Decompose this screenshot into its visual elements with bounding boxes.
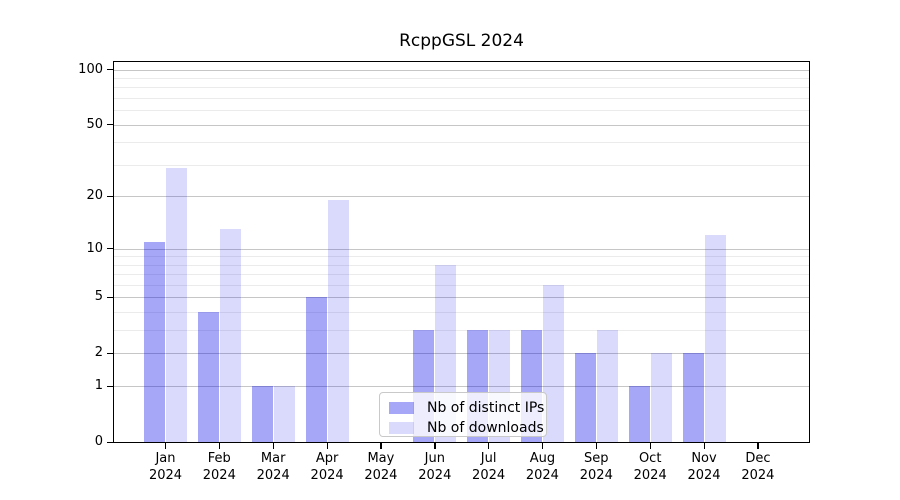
bar-ips-sep (574, 353, 596, 442)
legend-label-downloads: Nb of downloads (427, 420, 544, 436)
y-tick-2 (107, 352, 114, 355)
y-tick-label-10: 10 (86, 240, 103, 256)
x-tick-feb (218, 442, 221, 449)
y-tick-50 (107, 124, 114, 126)
x-tick-aug (541, 442, 544, 449)
minor-gridline-70 (114, 98, 809, 99)
x-tick-label-apr: Apr 2024 (310, 451, 344, 483)
y-tick-label-2: 2 (94, 345, 103, 361)
x-tick-label-sep: Sep 2024 (579, 451, 613, 483)
minor-gridline-3 (114, 330, 809, 332)
x-tick-label-oct: Oct 2024 (633, 451, 667, 483)
major-gridline-10 (114, 248, 809, 250)
x-tick-label-nov: Nov 2024 (687, 451, 721, 483)
minor-gridline-9 (114, 256, 809, 258)
legend-item-downloads: Nb of downloads (389, 418, 546, 438)
legend-swatch-downloads (389, 422, 414, 434)
x-tick-nov (703, 442, 705, 449)
y-tick-label-20: 20 (86, 188, 103, 204)
bar-downloads-sep (596, 330, 618, 442)
bar-ips-apr (305, 297, 327, 442)
bar-downloads-nov (704, 235, 726, 442)
legend-swatch-distinct-ips (389, 402, 414, 414)
y-tick-20 (107, 195, 114, 198)
bar-downloads-mar (273, 386, 295, 442)
x-tick-jan (165, 442, 167, 449)
major-gridline-20 (114, 196, 809, 198)
y-tick-label-0: 0 (94, 434, 103, 449)
minor-gridline-90 (114, 78, 809, 79)
minor-gridline-7 (114, 274, 809, 276)
chart-title: RcppGSL 2024 (399, 31, 524, 51)
minor-gridline-60 (114, 110, 809, 112)
x-tick-label-jan: Jan 2024 (148, 451, 183, 483)
bar-downloads-jan (166, 167, 187, 442)
y-tick-label-5: 5 (94, 289, 103, 305)
major-gridline-1 (114, 386, 809, 388)
bar-ips-nov (682, 353, 704, 442)
bar-ips-oct (628, 386, 650, 442)
x-tick-label-aug: Aug 2024 (525, 451, 559, 483)
bar-downloads-apr (327, 200, 349, 442)
minor-gridline-40 (114, 142, 809, 144)
x-tick-label-dec: Dec 2024 (741, 451, 775, 483)
x-tick-may (380, 442, 382, 449)
minor-gridline-8 (114, 264, 809, 266)
minor-gridline-6 (114, 285, 809, 286)
major-gridline-5 (114, 297, 809, 299)
plot-area: Nb of distinct IPs Nb of downloads 0 1 2 5 1… (78, 61, 810, 483)
minor-gridline-4 (114, 312, 809, 314)
major-gridline-50 (114, 124, 809, 126)
y-tick-5 (107, 296, 114, 299)
y-tick-10 (107, 248, 114, 250)
major-gridline-100 (114, 69, 809, 71)
bar-downloads-oct (650, 353, 672, 442)
minor-gridline-80 (114, 87, 809, 89)
y-tick-label-1: 1 (94, 378, 103, 394)
y-tick-label-50: 50 (86, 116, 103, 132)
x-tick-jun (434, 442, 436, 449)
x-tick-label-jun: Jun 2024 (418, 451, 452, 483)
bar-ips-feb (197, 312, 219, 442)
x-tick-jul (488, 442, 490, 449)
bar-downloads-aug (542, 285, 564, 442)
legend-item-distinct-ips: Nb of distinct IPs (389, 398, 546, 418)
y-tick-0 (107, 441, 114, 443)
x-tick-sep (595, 442, 598, 449)
x-tick-label-may: May 2024 (364, 451, 398, 483)
bar-downloads-feb (219, 229, 241, 442)
legend-label-distinct-ips: Nb of distinct IPs (427, 400, 545, 416)
y-tick-label-100: 100 (78, 61, 103, 77)
minor-gridline-30 (114, 164, 809, 166)
x-tick-apr (326, 442, 328, 449)
y-tick-1 (107, 385, 114, 387)
legend: Nb of distinct IPs Nb of downloads (379, 392, 547, 437)
y-tick-100 (107, 69, 114, 71)
x-tick-label-feb: Feb 2024 (202, 451, 236, 483)
x-tick-mar (272, 442, 274, 449)
x-tick-oct (649, 442, 651, 449)
x-tick-label-mar: Mar 2024 (256, 451, 290, 483)
x-tick-dec (757, 442, 759, 449)
bar-ips-jan (144, 241, 165, 442)
bar-ips-mar (251, 386, 273, 442)
x-tick-label-jul: Jul 2024 (472, 451, 506, 483)
major-gridline-2 (114, 353, 809, 355)
